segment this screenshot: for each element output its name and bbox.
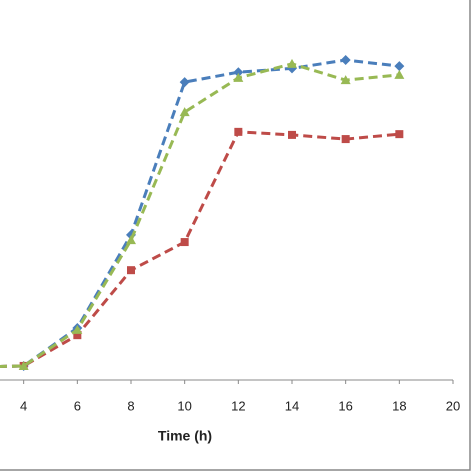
marker [395,130,404,139]
x-tick-label: 20 [446,398,460,413]
marker [180,238,189,247]
marker [340,55,351,66]
marker [233,67,244,78]
x-axis-label: Time (h) [158,428,212,444]
marker [72,324,83,334]
marker [233,72,244,82]
x-tick-label: 4 [20,398,27,413]
x-tick-label: 12 [231,398,245,413]
marker [127,266,135,275]
x-tick-label: 16 [338,398,352,413]
marker [18,360,29,370]
marker [287,58,297,68]
marker [234,127,243,136]
marker [126,235,136,245]
x-tick-label: 8 [127,398,134,413]
x-tick-label: 18 [392,398,406,413]
marker [179,107,190,117]
marker [341,135,350,144]
series-line [0,130,400,368]
x-tick-label: 10 [177,398,191,413]
series-line [0,58,400,368]
x-tick-label: 6 [74,398,81,413]
marker [394,61,405,72]
marker [179,77,190,88]
marker [394,69,405,79]
marker [288,130,296,139]
x-tick-label: 14 [285,398,299,413]
series-line [0,62,400,368]
marker [73,331,82,340]
marker [340,75,351,85]
